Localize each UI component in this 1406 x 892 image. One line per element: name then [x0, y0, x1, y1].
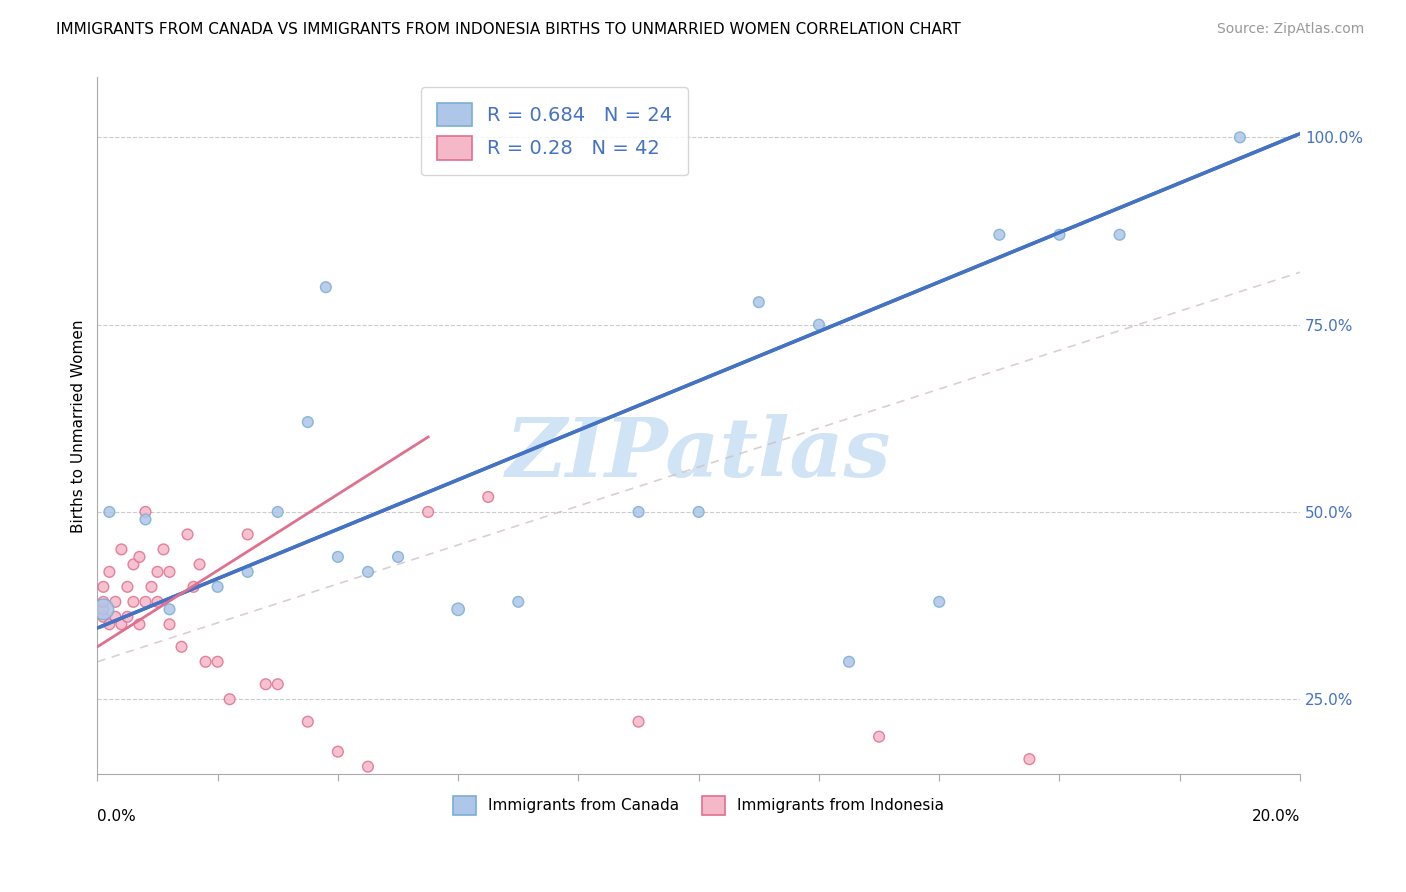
Y-axis label: Births to Unmarried Women: Births to Unmarried Women: [72, 319, 86, 533]
Point: [1229, 130, 1251, 145]
Point: [207, 580, 229, 594]
Point: [838, 655, 860, 669]
Point: [236, 527, 259, 541]
Point: [93, 602, 115, 616]
Point: [93, 610, 115, 624]
Point: [447, 602, 470, 616]
Point: [159, 565, 181, 579]
Legend: Immigrants from Canada, Immigrants from Indonesia: Immigrants from Canada, Immigrants from …: [446, 789, 952, 822]
Point: [128, 617, 150, 632]
Point: [207, 655, 229, 669]
Point: [98, 505, 121, 519]
Point: [416, 505, 439, 519]
Point: [134, 512, 156, 526]
Point: [117, 610, 139, 624]
Point: [122, 558, 145, 572]
Point: [128, 549, 150, 564]
Point: [159, 602, 181, 616]
Point: [176, 527, 198, 541]
Point: [141, 580, 163, 594]
Text: 0.0%: 0.0%: [97, 809, 136, 824]
Point: [357, 759, 380, 773]
Point: [183, 580, 205, 594]
Point: [218, 692, 240, 706]
Point: [267, 505, 290, 519]
Point: [928, 595, 950, 609]
Point: [159, 617, 181, 632]
Point: [387, 549, 409, 564]
Point: [988, 227, 1011, 242]
Point: [477, 490, 499, 504]
Point: [170, 640, 193, 654]
Point: [134, 595, 156, 609]
Text: IMMIGRANTS FROM CANADA VS IMMIGRANTS FROM INDONESIA BIRTHS TO UNMARRIED WOMEN CO: IMMIGRANTS FROM CANADA VS IMMIGRANTS FRO…: [56, 22, 960, 37]
Point: [627, 505, 650, 519]
Point: [688, 505, 710, 519]
Point: [627, 714, 650, 729]
Point: [188, 558, 211, 572]
Point: [297, 415, 319, 429]
Point: [807, 318, 830, 332]
Point: [326, 549, 349, 564]
Point: [1018, 752, 1040, 766]
Point: [98, 617, 121, 632]
Point: [236, 565, 259, 579]
Point: [93, 580, 115, 594]
Point: [267, 677, 290, 691]
Point: [315, 280, 337, 294]
Point: [748, 295, 770, 310]
Point: [104, 595, 127, 609]
Point: [93, 602, 115, 616]
Point: [146, 595, 169, 609]
Point: [93, 595, 115, 609]
Point: [194, 655, 217, 669]
Point: [122, 595, 145, 609]
Text: ZIPatlas: ZIPatlas: [506, 414, 891, 493]
Point: [117, 580, 139, 594]
Point: [254, 677, 277, 691]
Point: [110, 542, 132, 557]
Point: [868, 730, 890, 744]
Point: [104, 610, 127, 624]
Point: [1108, 227, 1130, 242]
Point: [98, 565, 121, 579]
Point: [146, 565, 169, 579]
Point: [1049, 227, 1071, 242]
Text: 20.0%: 20.0%: [1251, 809, 1301, 824]
Text: Source: ZipAtlas.com: Source: ZipAtlas.com: [1216, 22, 1364, 37]
Point: [134, 505, 156, 519]
Point: [508, 595, 530, 609]
Point: [110, 617, 132, 632]
Point: [152, 542, 174, 557]
Point: [357, 565, 380, 579]
Point: [326, 745, 349, 759]
Point: [297, 714, 319, 729]
